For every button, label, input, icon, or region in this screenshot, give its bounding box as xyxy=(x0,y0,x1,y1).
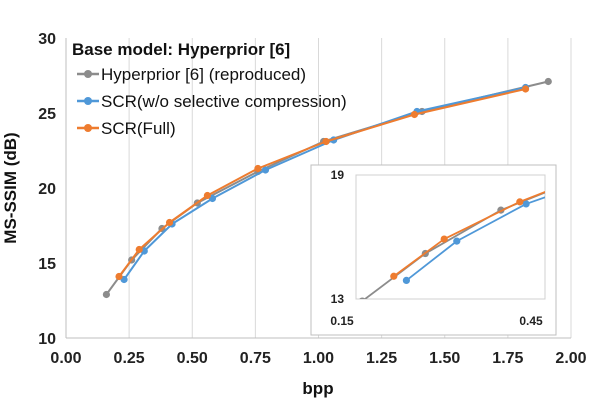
data-point xyxy=(410,110,419,119)
data-point xyxy=(402,276,410,284)
x-tick-label: 0.00 xyxy=(50,350,81,367)
data-point xyxy=(544,77,552,86)
legend-label: Hyperprior [6] (reproduced) xyxy=(101,65,306,84)
series-line xyxy=(405,196,545,282)
data-point xyxy=(516,198,524,206)
x-tick-label: 1.25 xyxy=(366,350,397,367)
y-tick-label: 25 xyxy=(38,106,56,123)
inset-y-tick-label: 19 xyxy=(331,168,345,182)
x-tick-label: 0.25 xyxy=(114,350,145,367)
legend-entry: Hyperprior [6] (reproduced) xyxy=(77,65,306,84)
legend-marker xyxy=(84,70,92,78)
data-point xyxy=(135,245,143,254)
series-line xyxy=(393,190,545,277)
x-axis-label: bpp xyxy=(302,379,333,398)
inset-panel xyxy=(310,164,557,336)
data-point xyxy=(165,218,174,227)
x-tick-label: 1.75 xyxy=(492,350,523,367)
x-tick-label: 0.50 xyxy=(177,350,208,367)
plot-area xyxy=(102,77,552,299)
y-tick-label: 10 xyxy=(38,331,56,348)
inset-y-tick-label: 13 xyxy=(331,292,345,306)
y-tick-label: 30 xyxy=(38,31,56,48)
legend-label: SCR(w/o selective compression) xyxy=(101,92,347,111)
inset-x-tick-label: 0.15 xyxy=(330,314,354,328)
series-group xyxy=(390,190,545,280)
legend-entry: SCR(Full) xyxy=(77,119,176,138)
data-point xyxy=(440,235,448,243)
x-tick-label: 2.00 xyxy=(555,350,586,367)
data-point xyxy=(453,237,461,245)
data-point xyxy=(322,137,330,146)
series-line xyxy=(118,88,526,278)
data-point xyxy=(115,272,123,281)
legend-marker xyxy=(84,97,92,105)
data-point xyxy=(390,272,398,280)
series-group xyxy=(402,196,545,284)
legend-marker xyxy=(84,124,92,132)
data-point xyxy=(254,164,262,173)
inset-x-tick-label: 0.45 xyxy=(519,314,543,328)
y-tick-label: 20 xyxy=(38,181,56,198)
series-group xyxy=(115,85,530,281)
x-tick-label: 0.75 xyxy=(240,350,271,367)
series-line xyxy=(363,191,545,299)
inset-plot-border xyxy=(355,174,546,300)
tick-labels: 0.00 0.25 0.50 0.75 1.00 1.25 1.50 1.75 2.00 10 15… xyxy=(38,31,586,367)
data-point xyxy=(102,290,110,299)
data-point xyxy=(261,166,270,174)
y-axis-label: MS-SSIM (dB) xyxy=(1,132,20,243)
data-point xyxy=(521,85,530,93)
inset-zoom: 19 13 0.15 0.45 xyxy=(310,164,557,336)
legend: Base model: Hyperprior [6] Hyperprior [6… xyxy=(72,40,347,138)
legend-title: Base model: Hyperprior [6] xyxy=(72,40,290,59)
data-point xyxy=(522,200,530,208)
legend-entry: SCR(w/o selective compression) xyxy=(77,92,347,111)
y-tick-label: 15 xyxy=(38,256,56,273)
x-tick-label: 1.00 xyxy=(303,350,334,367)
x-tick-label: 1.50 xyxy=(429,350,460,367)
data-point xyxy=(359,297,366,299)
legend-label: SCR(Full) xyxy=(101,119,176,138)
axes xyxy=(65,38,571,339)
series-line xyxy=(123,86,526,281)
data-point xyxy=(203,191,211,200)
